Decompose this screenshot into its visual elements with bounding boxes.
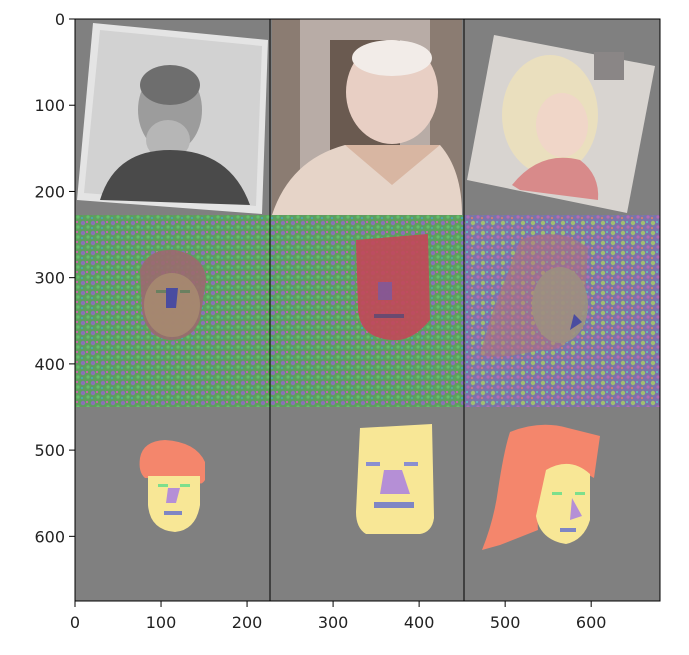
x-tick-label: 100 <box>146 613 177 632</box>
mask-1 <box>139 440 205 532</box>
x-tick-label: 0 <box>70 613 80 632</box>
photo-3-portrait <box>467 35 655 213</box>
plot-area <box>74 18 661 602</box>
x-tick-label: 200 <box>232 613 263 632</box>
y-tick-label: 300 <box>34 269 65 288</box>
y-tick-label: 100 <box>34 96 65 115</box>
x-tick-label: 600 <box>576 613 607 632</box>
y-tick-label: 600 <box>34 527 65 546</box>
y-tick-label: 500 <box>34 441 65 460</box>
x-tick-label: 400 <box>404 613 435 632</box>
plot-frame <box>74 18 661 602</box>
photo-1-portrait <box>77 23 268 214</box>
x-axis: 0 100 200 300 400 500 600 <box>70 601 607 632</box>
mask-3 <box>482 424 600 550</box>
mask-2 <box>356 424 434 534</box>
photo-2-portrait <box>272 19 462 215</box>
noise-row <box>75 215 660 407</box>
y-tick-label: 400 <box>34 355 65 374</box>
y-axis: 0 100 200 300 400 500 600 <box>34 10 75 546</box>
y-tick-label: 200 <box>34 182 65 201</box>
y-tick-label: 0 <box>55 10 65 29</box>
x-tick-label: 500 <box>490 613 521 632</box>
x-tick-label: 300 <box>318 613 349 632</box>
